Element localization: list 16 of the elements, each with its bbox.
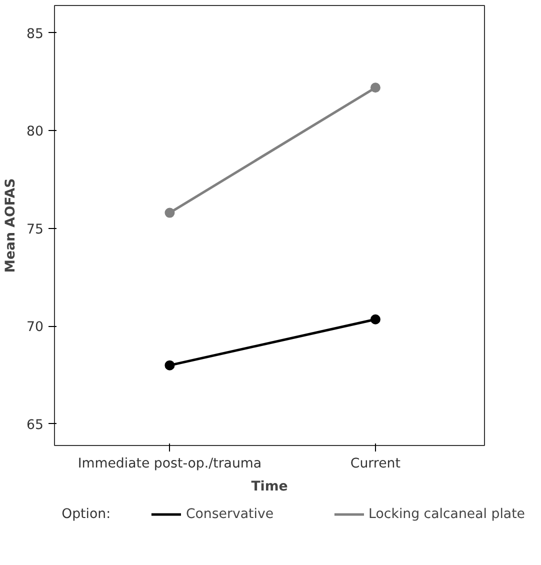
- legend-label: Locking calcaneal plate: [368, 506, 525, 522]
- x-axis-title: Time: [251, 480, 288, 494]
- y-tick-label: 80: [26, 124, 44, 140]
- y-axis-title: Mean AOFAS: [4, 178, 19, 273]
- point: [164, 208, 175, 218]
- legend-label: Conservative: [186, 506, 274, 522]
- x-tick-label: Current: [350, 456, 400, 472]
- y-tick-label: 85: [26, 26, 44, 42]
- legend-title: Option:: [62, 507, 111, 522]
- point: [164, 360, 175, 370]
- y-tick-label: 65: [26, 418, 44, 433]
- point: [370, 314, 380, 324]
- x-tick-label: Immediate post-op./trauma: [78, 456, 262, 472]
- point: [370, 82, 380, 93]
- y-tick-label: 75: [26, 222, 44, 238]
- y-tick-label: 70: [26, 320, 44, 336]
